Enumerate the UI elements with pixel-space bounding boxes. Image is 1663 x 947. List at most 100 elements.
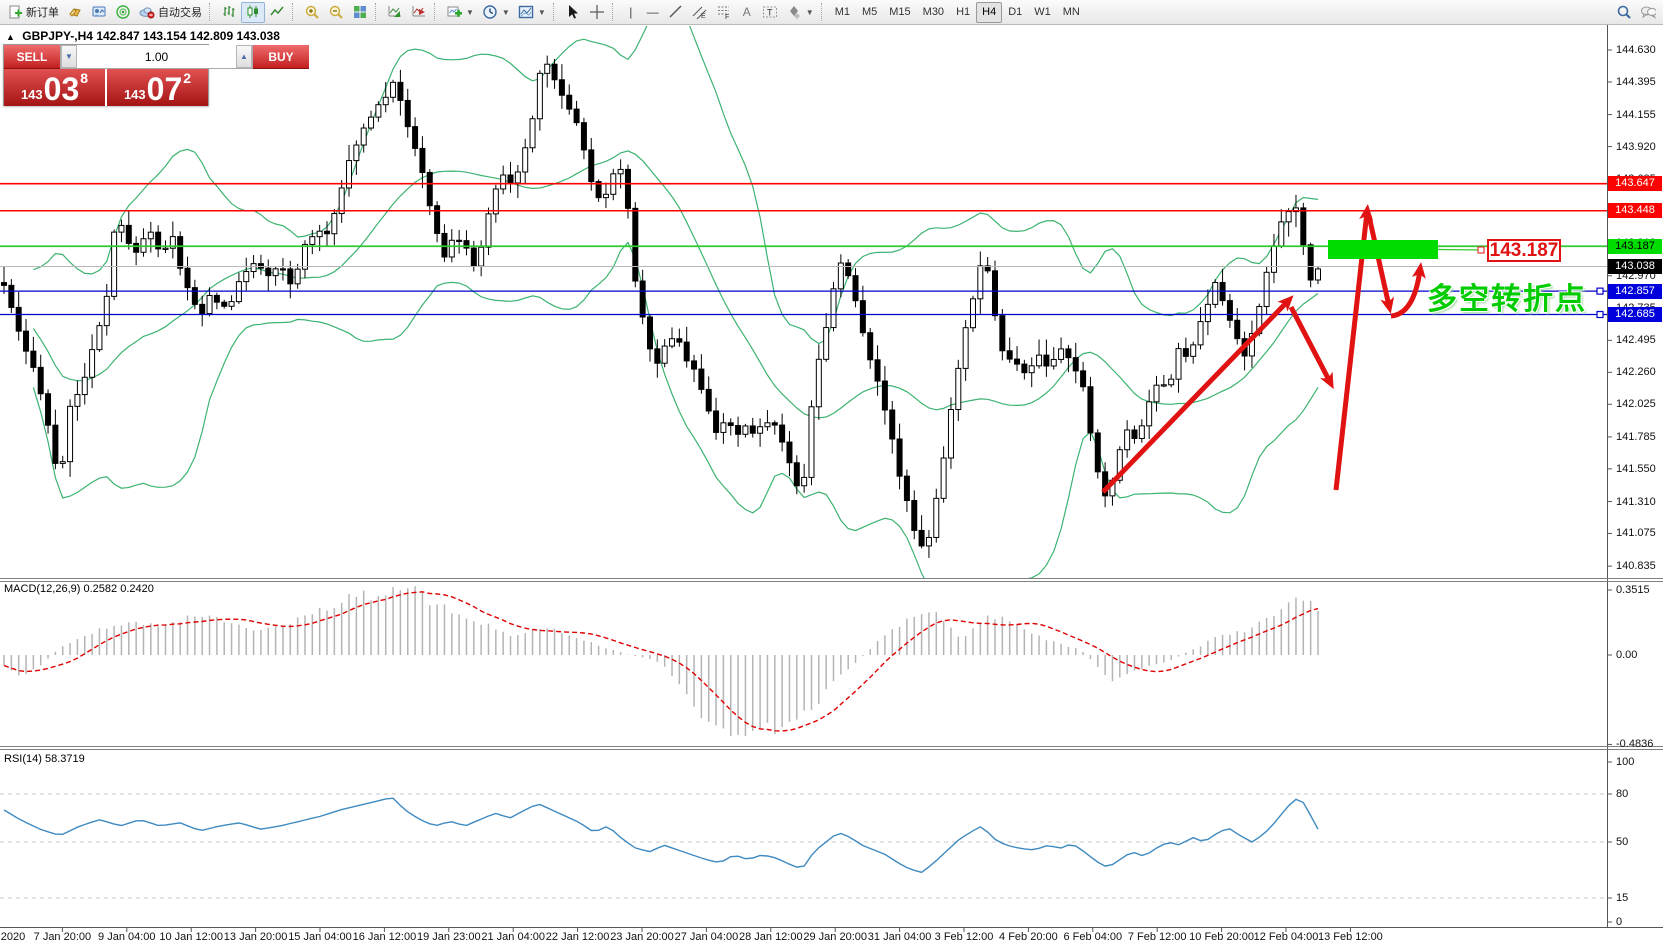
crosshair-icon bbox=[589, 4, 605, 20]
channel-button[interactable]: E bbox=[688, 2, 712, 23]
auto-scroll-icon bbox=[387, 4, 403, 20]
date-tick-label: 22 Jan 12:00 bbox=[545, 931, 610, 943]
buy-price-pip: 2 bbox=[183, 70, 192, 86]
macd-tick-label: -0.4836 bbox=[1616, 738, 1654, 751]
date-tick-label: 7 Jan 20:00 bbox=[33, 931, 92, 943]
trendline-icon bbox=[668, 4, 684, 20]
line-chart-button[interactable] bbox=[265, 2, 289, 23]
new-order-button[interactable]: 新订单 bbox=[3, 2, 63, 23]
buy-button[interactable]: BUY bbox=[253, 45, 309, 69]
text-icon: A bbox=[742, 5, 751, 19]
rsi-tick-label: 50 bbox=[1616, 836, 1629, 848]
date-tick-label: 28 Jan 12:00 bbox=[738, 931, 803, 943]
fibonacci-button[interactable]: F bbox=[712, 2, 736, 23]
supply-zone-box[interactable] bbox=[1328, 240, 1438, 259]
text-button[interactable]: A bbox=[736, 2, 758, 23]
candlestick-chart-button[interactable] bbox=[241, 1, 265, 23]
price-callout[interactable]: 143.187 bbox=[1487, 239, 1561, 262]
autotrading-button[interactable]: 自动交易 bbox=[135, 2, 206, 23]
rsi-tick-label: 100 bbox=[1616, 756, 1635, 768]
sell-button[interactable]: SELL bbox=[4, 45, 60, 69]
signals-button[interactable] bbox=[111, 2, 135, 23]
price-tick-label: 143.920 bbox=[1616, 140, 1656, 153]
timeframe-button-m30[interactable]: M30 bbox=[922, 6, 945, 18]
line-chart-icon bbox=[269, 4, 285, 20]
volume-input[interactable] bbox=[77, 45, 236, 68]
shapes-button[interactable]: ▼ bbox=[782, 2, 818, 23]
equidistant-channel-icon: E bbox=[692, 4, 708, 20]
timeframe-button-h1[interactable]: H1 bbox=[956, 6, 971, 18]
new-chart-button[interactable]: ▼ bbox=[442, 2, 478, 23]
toolbar: 新订单 自动交易 bbox=[0, 0, 1663, 25]
sell-price-big: 03 bbox=[43, 71, 80, 108]
date-tick-label: 6 Feb 04:00 bbox=[1063, 931, 1123, 943]
new-chart-icon bbox=[446, 4, 462, 20]
tile-windows-icon bbox=[352, 4, 368, 20]
data-window-button[interactable] bbox=[87, 2, 111, 23]
horizontal-line-icon: — bbox=[646, 5, 659, 19]
timeframe-group: M1 M5 M15 M30 H1 H4 D1 W1 MN bbox=[829, 1, 1086, 23]
bar-chart-button[interactable] bbox=[217, 2, 241, 23]
timeframe-button-h4[interactable]: H4 bbox=[976, 1, 1003, 23]
search-button[interactable] bbox=[1612, 2, 1636, 23]
tile-windows-button[interactable] bbox=[348, 2, 372, 23]
symbol-timeframe: GBPJPY-,H4 bbox=[22, 29, 93, 43]
market-watch-button[interactable] bbox=[63, 2, 87, 23]
toolbar-separator bbox=[375, 3, 380, 21]
date-tick-label: 13 Feb 12:00 bbox=[1317, 931, 1383, 943]
date-tick-label: 10 Feb 20:00 bbox=[1189, 931, 1255, 943]
template-chart-icon bbox=[518, 4, 534, 20]
hline-handle[interactable] bbox=[1596, 287, 1604, 295]
toolbar-separator bbox=[820, 3, 826, 21]
timeframe-button-w1[interactable]: W1 bbox=[1034, 6, 1051, 18]
toolbar-separator bbox=[552, 3, 558, 21]
price-tick-label: 142.025 bbox=[1616, 398, 1656, 411]
horizontal-line-button[interactable]: — bbox=[642, 2, 664, 23]
bar-chart-icon bbox=[221, 4, 237, 20]
zoom-in-button[interactable] bbox=[300, 2, 324, 23]
templates-button[interactable]: ▼ bbox=[514, 2, 550, 23]
sell-price-pip: 8 bbox=[80, 70, 89, 86]
toolbar-separator bbox=[209, 3, 214, 21]
date-tick-label: 16 Jan 12:00 bbox=[352, 931, 417, 943]
chat-bubbles-icon bbox=[1640, 4, 1656, 20]
zoom-out-icon bbox=[328, 4, 344, 20]
date-tick-label: 15 Jan 04:00 bbox=[288, 931, 352, 943]
timeframe-button-m5[interactable]: M5 bbox=[861, 6, 878, 18]
auto-scroll-button[interactable] bbox=[383, 2, 407, 23]
chart-shift-button[interactable] bbox=[407, 2, 431, 23]
timeframe-button-mn[interactable]: MN bbox=[1062, 6, 1080, 18]
rsi-tick-label: 0 bbox=[1616, 916, 1623, 928]
date-tick-label: 21 Jan 04:00 bbox=[481, 931, 545, 943]
price-level-box: 143.647 bbox=[1608, 176, 1662, 192]
svg-text:F: F bbox=[725, 14, 729, 20]
collapse-arrow-icon: ▲ bbox=[6, 32, 15, 42]
fibonacci-icon: F bbox=[716, 4, 732, 20]
volume-decrease-button[interactable]: ▼ bbox=[61, 45, 77, 68]
volume-control: ▼ ▲ bbox=[60, 45, 253, 69]
vertical-line-button[interactable]: | bbox=[620, 2, 642, 23]
price-tick-label: 141.550 bbox=[1616, 462, 1656, 475]
zoom-out-button[interactable] bbox=[324, 2, 348, 23]
cursor-button[interactable] bbox=[561, 2, 585, 23]
volume-increase-button[interactable]: ▲ bbox=[236, 45, 252, 68]
price-tick-label: 142.260 bbox=[1616, 366, 1656, 379]
hline-handle[interactable] bbox=[1596, 310, 1604, 319]
timeframe-button-m15[interactable]: M15 bbox=[889, 6, 911, 18]
sell-price-display[interactable]: 143 03 8 bbox=[4, 69, 105, 106]
date-tick-label: 9 Jan 04:00 bbox=[98, 931, 156, 943]
timeframe-button-m1[interactable]: M1 bbox=[834, 6, 850, 18]
trendline-button[interactable] bbox=[664, 2, 688, 23]
text-label-button[interactable]: T bbox=[758, 2, 782, 23]
periods-button[interactable]: ▼ bbox=[478, 2, 514, 23]
search-icon bbox=[1616, 4, 1632, 20]
chat-button[interactable] bbox=[1636, 2, 1660, 23]
crosshair-button[interactable] bbox=[585, 2, 609, 23]
buy-price-display[interactable]: 143 07 2 bbox=[107, 69, 208, 106]
toolbar-separator bbox=[292, 3, 297, 21]
rsi-tick-label: 15 bbox=[1616, 892, 1629, 904]
toolbar-separator bbox=[611, 3, 617, 21]
timeframe-button-d1[interactable]: D1 bbox=[1008, 6, 1023, 18]
price-tick-label: 141.785 bbox=[1616, 430, 1656, 443]
